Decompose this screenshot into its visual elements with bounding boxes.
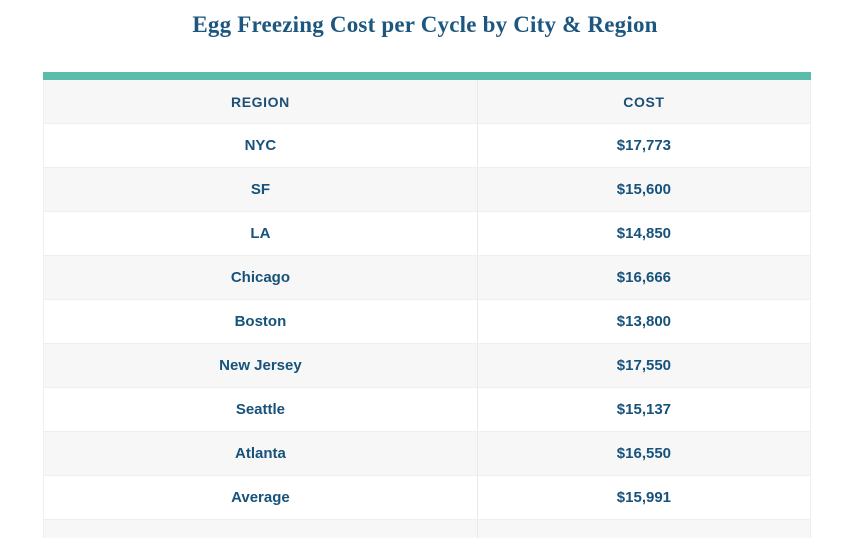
cost-cell: $17,773 <box>616 137 672 154</box>
region-cell <box>44 520 478 538</box>
table-row-clipped <box>44 520 810 538</box>
table-accent-bar <box>43 72 811 80</box>
table-row: New Jersey $17,550 <box>44 344 810 388</box>
region-cell: Boston <box>44 300 478 343</box>
cost-cell: $15,137 <box>616 401 672 418</box>
region-cell: New Jersey <box>44 344 478 387</box>
cost-column-header: COST <box>623 93 665 110</box>
cost-cell <box>478 520 810 538</box>
cost-cell: $13,800 <box>616 313 672 330</box>
cost-cell: $16,550 <box>616 445 672 462</box>
table-row: NYC $17,773 <box>44 124 810 168</box>
cost-cell: $15,600 <box>616 181 672 198</box>
region-cell: SF <box>44 168 478 211</box>
table-row: SF $15,600 <box>44 168 810 212</box>
table-row: Average $15,991 <box>44 476 810 520</box>
region-cell: NYC <box>44 124 478 167</box>
region-cell: LA <box>44 212 478 255</box>
region-cell: Average <box>44 476 478 519</box>
table-row: Seattle $15,137 <box>44 388 810 432</box>
cost-cell: $15,991 <box>616 489 672 506</box>
table-body: NYC $17,773 SF $15,600 LA $14,850 Chicag… <box>44 124 810 538</box>
cost-cell: $17,550 <box>616 357 672 374</box>
table-header-row: REGION COST <box>44 80 810 124</box>
region-cell: Chicago <box>44 256 478 299</box>
table-grid: REGION COST NYC $17,773 SF $15,600 LA $1… <box>43 80 811 538</box>
region-cell: Atlanta <box>44 432 478 475</box>
table-row: Boston $13,800 <box>44 300 810 344</box>
table-row: Chicago $16,666 <box>44 256 810 300</box>
table-row: LA $14,850 <box>44 212 810 256</box>
page-title: Egg Freezing Cost per Cycle by City & Re… <box>192 12 658 37</box>
table-row: Atlanta $16,550 <box>44 432 810 476</box>
region-cell: Seattle <box>44 388 478 431</box>
cost-cell: $14,850 <box>616 225 672 242</box>
region-column-header: REGION <box>44 80 478 123</box>
cost-cell: $16,666 <box>616 269 672 286</box>
cost-table: REGION COST NYC $17,773 SF $15,600 LA $1… <box>43 72 811 538</box>
